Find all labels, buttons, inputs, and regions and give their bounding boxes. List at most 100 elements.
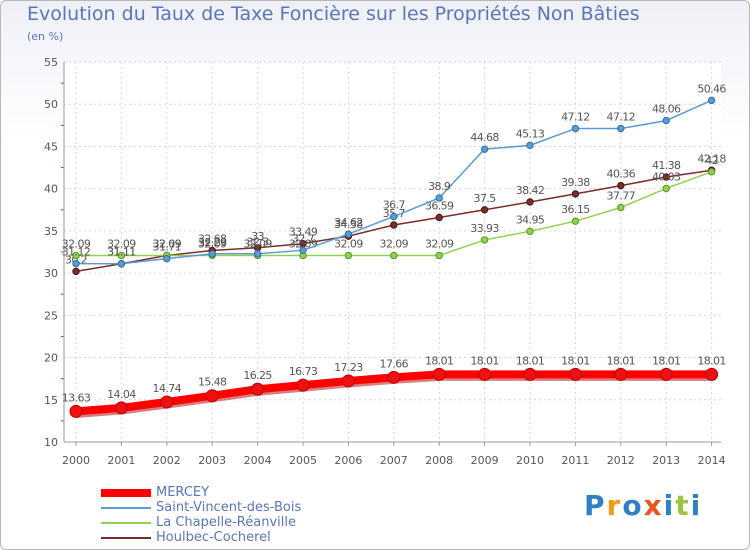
data-point-la-chapelle-2009[interactable] [480,236,489,244]
data-label-mercey-2004: 16.25 [243,369,272,382]
data-point-la-chapelle-2014[interactable] [707,168,716,176]
data-point-houlbec-2009[interactable] [480,206,489,214]
data-point-saint-vincent-2010[interactable] [526,141,534,150]
data-point-mercey-2001[interactable] [114,401,128,415]
data-label-saint-vincent-2006: 34.62 [334,216,363,229]
data-point-la-chapelle-2013[interactable] [662,184,670,193]
data-point-houlbec-2010[interactable] [526,198,534,206]
legend-swatch-saint-vincent [101,507,151,509]
data-label-houlbec-2008: 36.59 [425,199,454,212]
data-point-la-chapelle-2010[interactable] [526,227,534,236]
data-label-saint-vincent-2008: 38.9 [428,180,451,193]
logo-letter: r [606,489,623,522]
data-point-mercey-2002[interactable] [160,395,174,409]
data-point-saint-vincent-2000[interactable] [72,259,80,268]
data-point-la-chapelle-2001[interactable] [117,251,126,260]
y-tick-label-30: 30 [44,267,58,280]
data-point-mercey-2011[interactable] [568,367,582,381]
series-saint-vincent: 31.12 31.11 31.71 32.29 32.3 32.7 34.62 36.7 38.… [62,82,727,268]
data-label-mercey-2003: 15.48 [198,376,227,389]
data-point-mercey-2012[interactable] [614,367,628,381]
data-point-la-chapelle-2007[interactable] [390,251,398,260]
data-label-saint-vincent-2002: 31.71 [153,241,182,254]
x-tick-label-2011: 2011 [561,454,589,467]
data-point-saint-vincent-2008[interactable] [435,194,443,202]
y-tick-label-10: 10 [44,436,58,449]
data-label-la-chapelle-2000: 32.09 [62,237,91,250]
data-point-saint-vincent-2006[interactable] [344,230,353,238]
x-tick-label-2010: 2010 [516,454,544,467]
chart-title: Evolution du Taux de Taxe Foncière sur l… [27,3,640,25]
data-label-saint-vincent-2012: 47.12 [607,111,636,124]
data-label-mercey-2002: 14.74 [153,382,182,395]
data-point-saint-vincent-2009[interactable] [480,145,489,153]
logo-letter: i [690,489,703,522]
data-label-la-chapelle-2010: 34.95 [516,213,545,226]
data-label-mercey-2009: 18.01 [470,354,499,367]
data-label-saint-vincent-2010: 45.13 [516,127,545,140]
data-label-houlbec-2004: 33 [251,230,264,243]
data-label-saint-vincent-2013: 48.06 [652,103,681,116]
data-label-houlbec-2011: 39.38 [561,176,590,189]
data-point-houlbec-2007[interactable] [390,221,398,229]
data-label-la-chapelle-2009: 33.93 [470,222,499,235]
data-point-saint-vincent-2005[interactable] [299,246,307,255]
data-point-mercey-2008[interactable] [432,367,446,381]
data-point-saint-vincent-2001[interactable] [117,260,126,268]
data-point-saint-vincent-2012[interactable] [617,124,625,133]
data-point-la-chapelle-2011[interactable] [571,217,580,225]
data-point-mercey-2014[interactable] [705,367,719,381]
data-label-la-chapelle-2004: 32.09 [243,237,272,250]
logo-letter: P [584,489,607,522]
y-tick-label-15: 15 [44,394,58,407]
legend-label-mercey: MERCEY [156,485,210,500]
data-point-mercey-2003[interactable] [205,389,219,403]
data-point-mercey-2000[interactable] [69,404,83,418]
data-point-saint-vincent-2011[interactable] [571,124,580,133]
data-point-mercey-2010[interactable] [523,367,537,381]
logo-letter: o [622,489,644,522]
data-label-mercey-2006: 17.23 [334,361,363,374]
data-point-saint-vincent-2014[interactable] [707,96,716,105]
legend-label-houlbec: Houlbec-Cocherel [156,530,271,545]
series-houlbec: 30.231.1132.0932.683333.4934.3835.736.59… [65,152,727,276]
data-point-mercey-2013[interactable] [659,367,673,381]
data-point-saint-vincent-2013[interactable] [662,116,670,125]
data-point-mercey-2005[interactable] [296,378,310,392]
x-tick-label-2003: 2003 [198,454,226,467]
data-label-saint-vincent-2011: 47.12 [561,111,590,124]
data-label-la-chapelle-2006: 32.09 [334,237,363,250]
data-point-saint-vincent-2002[interactable] [163,254,171,263]
data-point-la-chapelle-2000[interactable] [72,251,80,260]
data-label-mercey-2014: 18.01 [697,354,726,367]
data-point-saint-vincent-2007[interactable] [390,212,398,221]
proxiti-logo: Proxiti [584,489,702,522]
data-point-mercey-2009[interactable] [478,367,492,381]
data-label-saint-vincent-2000: 31.12 [62,246,91,259]
data-point-la-chapelle-2012[interactable] [617,203,625,212]
y-tick-label-55: 55 [44,56,58,69]
data-point-la-chapelle-2008[interactable] [435,251,443,260]
data-point-houlbec-2000[interactable] [72,267,80,276]
data-label-la-chapelle-2011: 36.15 [561,203,590,216]
x-tick-label-2000: 2000 [62,454,90,467]
y-tick-label-35: 35 [44,225,58,238]
data-point-mercey-2007[interactable] [387,370,401,384]
data-point-houlbec-2013[interactable] [662,173,670,181]
data-point-houlbec-2008[interactable] [435,213,443,222]
data-point-mercey-2004[interactable] [251,382,265,396]
data-point-mercey-2006[interactable] [341,374,355,388]
data-point-saint-vincent-2003[interactable] [208,250,216,258]
x-tick-label-2005: 2005 [289,454,317,467]
data-label-houlbec-2005: 33.49 [289,226,318,239]
data-label-saint-vincent-2009: 44.68 [470,131,499,144]
x-tick-label-2009: 2009 [471,454,499,467]
logo-letter: t [675,489,691,522]
data-point-saint-vincent-2004[interactable] [253,249,262,258]
data-point-la-chapelle-2006[interactable] [344,251,353,260]
data-point-houlbec-2011[interactable] [571,190,580,198]
data-label-saint-vincent-2004: 32.3 [247,236,270,249]
series-la-chapelle: 32.09 32.09 32.09 32.09 32.09 32.09 32.09 32.09… [62,154,719,260]
data-point-houlbec-2012[interactable] [617,181,625,190]
